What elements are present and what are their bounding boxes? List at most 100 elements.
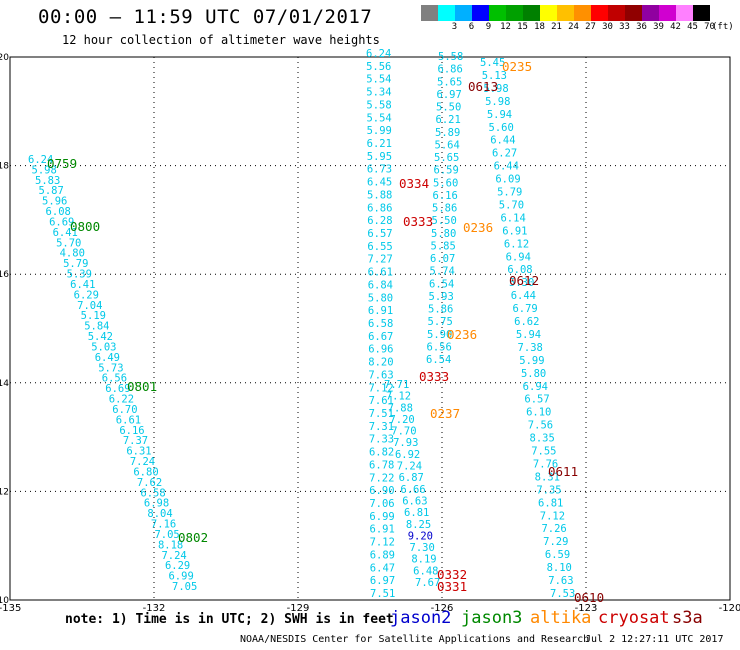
wave-height-value: 6.10 [526, 407, 551, 419]
wave-height-value: 6.58 [368, 318, 393, 330]
y-tick-label: 20 [0, 53, 9, 63]
wave-height-value: 7.29 [543, 536, 568, 548]
legend-altika: altika [530, 608, 591, 628]
footer-credit: NOAA/NESDIS Center for Satellite Applica… [240, 634, 589, 645]
pass-time-label: 0237 [430, 406, 460, 421]
wave-height-value: 5.50 [432, 215, 457, 227]
wave-height-value: 7.06 [369, 498, 394, 510]
y-tick-label: 14 [0, 379, 9, 389]
wave-height-value: 5.60 [433, 177, 458, 189]
y-tick-label: 10 [0, 596, 9, 606]
wave-height-value: 5.85 [431, 240, 456, 252]
wave-height-value: 5.86 [432, 203, 457, 215]
wave-height-value: 7.38 [518, 342, 543, 354]
wave-height-value: 6.55 [367, 241, 392, 253]
wave-height-value: 6.21 [436, 114, 461, 126]
wave-height-value: 6.84 [368, 279, 393, 291]
wave-height-value: 5.99 [519, 355, 544, 367]
wave-height-value: 5.98 [485, 96, 510, 108]
wave-height-value: 6.66 [400, 484, 425, 496]
legend-s3a: s3a [672, 608, 703, 628]
wave-height-value: 6.09 [495, 174, 520, 186]
wave-height-value: 7.05 [172, 581, 197, 593]
wave-height-value: 6.07 [430, 253, 455, 265]
pass-time-label: 0802 [178, 530, 208, 545]
wave-height-value: 6.48 [413, 565, 438, 577]
wave-height-value: 6.12 [504, 238, 529, 250]
wave-height-value: 5.86 [428, 304, 453, 316]
wave-height-value: 5.80 [431, 228, 456, 240]
wave-height-value: 5.54 [366, 74, 391, 86]
wave-height-value: 7.24 [397, 461, 422, 473]
wave-height-value: 5.80 [368, 292, 393, 304]
wave-height-value: 6.56 [427, 341, 452, 353]
y-tick-label: 18 [0, 162, 9, 172]
wave-height-value: 5.95 [367, 151, 392, 163]
wave-height-value: 5.99 [367, 125, 392, 137]
wave-height-value: 6.78 [369, 459, 394, 471]
wave-height-value: 7.26 [541, 523, 566, 535]
wave-height-value: 7.70 [391, 426, 416, 438]
wave-height-value: 7.56 [528, 420, 553, 432]
wave-height-value: 7.12 [386, 391, 411, 403]
wave-height-value: 5.54 [366, 112, 391, 124]
pass-time-label: 0333 [403, 214, 433, 229]
wave-height-value: 6.67 [368, 331, 393, 343]
wave-height-value: 5.58 [366, 99, 391, 111]
wave-height-value: 6.87 [399, 472, 424, 484]
footer-timestamp: Jul 2 12:27:11 UTC 2017 [585, 634, 723, 645]
wave-height-value: 5.89 [435, 127, 460, 139]
wave-height-value: 7.88 [388, 402, 413, 414]
wave-height-value: 7.22 [369, 472, 394, 484]
wave-height-value: 5.79 [497, 187, 522, 199]
wave-height-value: 6.54 [429, 278, 454, 290]
wave-height-value: 9.20 [408, 530, 433, 542]
wave-height-value: 7.51 [370, 588, 395, 600]
wave-height-value: 6.99 [369, 511, 394, 523]
wave-height-value: 6.86 [438, 64, 463, 76]
wave-height-value: 7.71 [384, 379, 409, 391]
wave-height-value: 8.25 [406, 519, 431, 531]
wave-height-value: 6.81 [404, 507, 429, 519]
wave-height-value: 5.93 [429, 291, 454, 303]
wave-height-value: 6.96 [368, 344, 393, 356]
wave-height-value: 6.44 [490, 135, 515, 147]
wave-height-value: 5.60 [489, 122, 514, 134]
pass-time-label: 0334 [399, 176, 429, 191]
y-tick-label: 12 [0, 487, 9, 497]
wave-height-value: 6.62 [514, 316, 539, 328]
wave-height-value: 6.47 [370, 562, 395, 574]
wave-height-value: 6.44 [511, 290, 536, 302]
wave-height-value: 8.19 [411, 554, 436, 566]
pass-time-label: 0235 [502, 59, 532, 74]
wave-height-value: 6.82 [369, 447, 394, 459]
wave-height-value: 6.27 [492, 148, 517, 160]
wave-height-value: 6.61 [368, 267, 393, 279]
pass-time-label: 0800 [70, 219, 100, 234]
y-tick-label: 16 [0, 270, 9, 280]
pass-time-label: 0759 [47, 156, 77, 171]
wave-height-value: 7.12 [370, 537, 395, 549]
wave-height-value: 8.35 [530, 433, 555, 445]
wave-height-value: 6.91 [502, 225, 527, 237]
pass-time-label: 0801 [127, 379, 157, 394]
wave-height-value: 6.44 [494, 161, 519, 173]
wave-height-value: 7.55 [531, 446, 556, 458]
wave-height-value: 5.65 [434, 152, 459, 164]
wave-height-value: 6.89 [370, 549, 395, 561]
wave-height-value: 5.70 [499, 199, 524, 211]
wave-height-value: 6.63 [402, 495, 427, 507]
wave-height-value: 6.90 [369, 485, 394, 497]
wave-height-value: 6.57 [367, 228, 392, 240]
wave-height-value: 5.74 [430, 266, 455, 278]
wave-height-value: 8.20 [368, 357, 393, 369]
pass-time-label: 0612 [509, 273, 539, 288]
pass-time-label: 0236 [463, 220, 493, 235]
wave-height-value: 6.81 [538, 497, 563, 509]
wave-height-value: 7.12 [540, 510, 565, 522]
pass-time-label: 0333 [419, 369, 449, 384]
wave-height-value: 5.58 [438, 51, 463, 63]
wave-height-value: 7.93 [393, 437, 418, 449]
pass-time-label: 0610 [574, 590, 604, 605]
